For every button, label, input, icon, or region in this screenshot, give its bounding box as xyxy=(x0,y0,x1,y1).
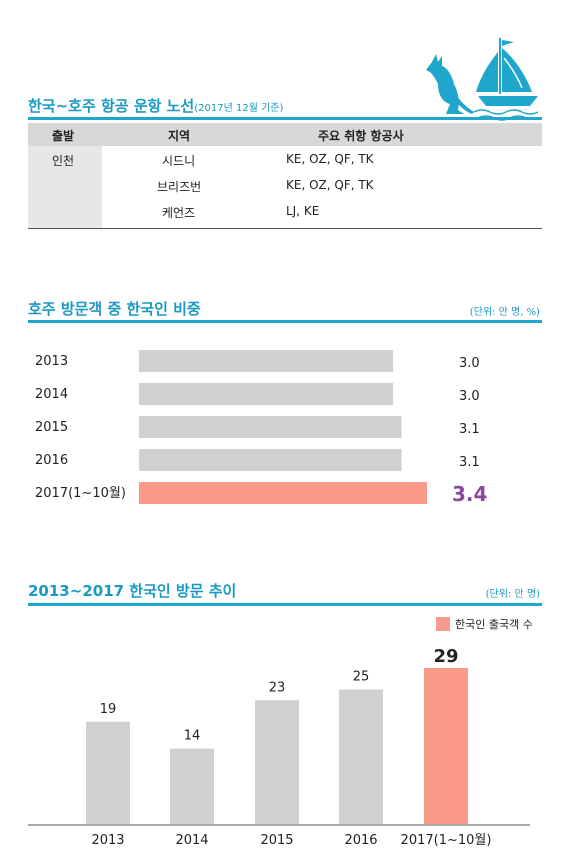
section3-rule xyxy=(28,603,542,606)
section3-title: 2013~2017 한국인 방문 추이 xyxy=(28,582,237,600)
table-row-region: 브리즈번 xyxy=(157,180,202,194)
category-label: 2015 xyxy=(260,833,293,848)
departure-cell xyxy=(28,146,102,228)
value-label: 19 xyxy=(100,702,117,717)
bar xyxy=(139,350,394,372)
category-label: 2013 xyxy=(35,354,68,369)
value-label: 23 xyxy=(269,680,286,695)
section1-note: (2017년 12월 기준) xyxy=(194,103,284,114)
section2-rule xyxy=(28,320,542,323)
legend-label: 한국인 출국객 수 xyxy=(455,618,533,631)
value-label: 3.0 xyxy=(459,389,480,404)
table-row-airlines: KE, OZ, QF, TK xyxy=(286,178,374,192)
section2-unit: (단위: 만 명, %) xyxy=(469,307,540,318)
route-table-header: 출발 지역 주요 취항 항공사 xyxy=(28,123,542,146)
value-label: 3.0 xyxy=(459,356,480,371)
section1-title: 한국~호주 항공 운항 노선(2017년 12월 기준) xyxy=(28,95,283,116)
departure-value: 인천 xyxy=(52,154,75,168)
category-label: 2017(1~10월) xyxy=(35,486,126,501)
section2-title: 호주 방문객 중 한국인 비중 xyxy=(28,300,201,318)
value-label: 14 xyxy=(184,729,201,744)
bar xyxy=(139,482,427,504)
header-airlines: 주요 취항 항공사 xyxy=(318,129,404,143)
bar xyxy=(424,668,468,824)
section3-unit: (단위: 만 명) xyxy=(485,589,540,600)
header-region: 지역 xyxy=(168,129,191,143)
share-bar-chart: 2013 3.0 2014 3.0 2015 3.1 2016 3.1 2017(1~10월) 3… xyxy=(35,350,487,506)
bar xyxy=(139,383,394,405)
table-row-region: 케언즈 xyxy=(162,206,196,220)
category-label: 2015 xyxy=(35,420,68,435)
value-label: 25 xyxy=(353,670,370,685)
section1-rule xyxy=(28,117,542,120)
bar xyxy=(255,700,299,824)
value-label: 3.1 xyxy=(459,422,480,437)
value-label: 29 xyxy=(433,646,458,667)
table-row-region: 시드니 xyxy=(162,154,196,168)
category-label: 2014 xyxy=(175,833,208,848)
value-label: 3.1 xyxy=(459,455,480,470)
section1-title-text: 한국~호주 항공 운항 노선 xyxy=(28,97,195,115)
kangaroo-sailboat-illustration xyxy=(426,38,539,121)
category-label: 2017(1~10월) xyxy=(401,833,492,848)
visitor-bar-chart: 한국인 출국객 수 19 2013 14 2014 23 2015 25 2016 29 2017(… xyxy=(28,617,533,848)
category-label: 2014 xyxy=(35,387,68,402)
bar xyxy=(170,748,214,824)
bar xyxy=(339,689,383,824)
legend-swatch xyxy=(436,617,450,631)
table-row-airlines: LJ, KE xyxy=(286,204,320,218)
header-departure: 출발 xyxy=(52,129,75,143)
bar xyxy=(139,449,402,471)
category-label: 2013 xyxy=(91,833,124,848)
value-label: 3.4 xyxy=(452,482,487,506)
category-label: 2016 xyxy=(344,833,377,848)
table-row-airlines: KE, OZ, QF, TK xyxy=(286,152,374,166)
bar xyxy=(86,721,130,824)
category-label: 2016 xyxy=(35,453,68,468)
bar xyxy=(139,416,402,438)
table-bottom-rule xyxy=(28,228,542,229)
